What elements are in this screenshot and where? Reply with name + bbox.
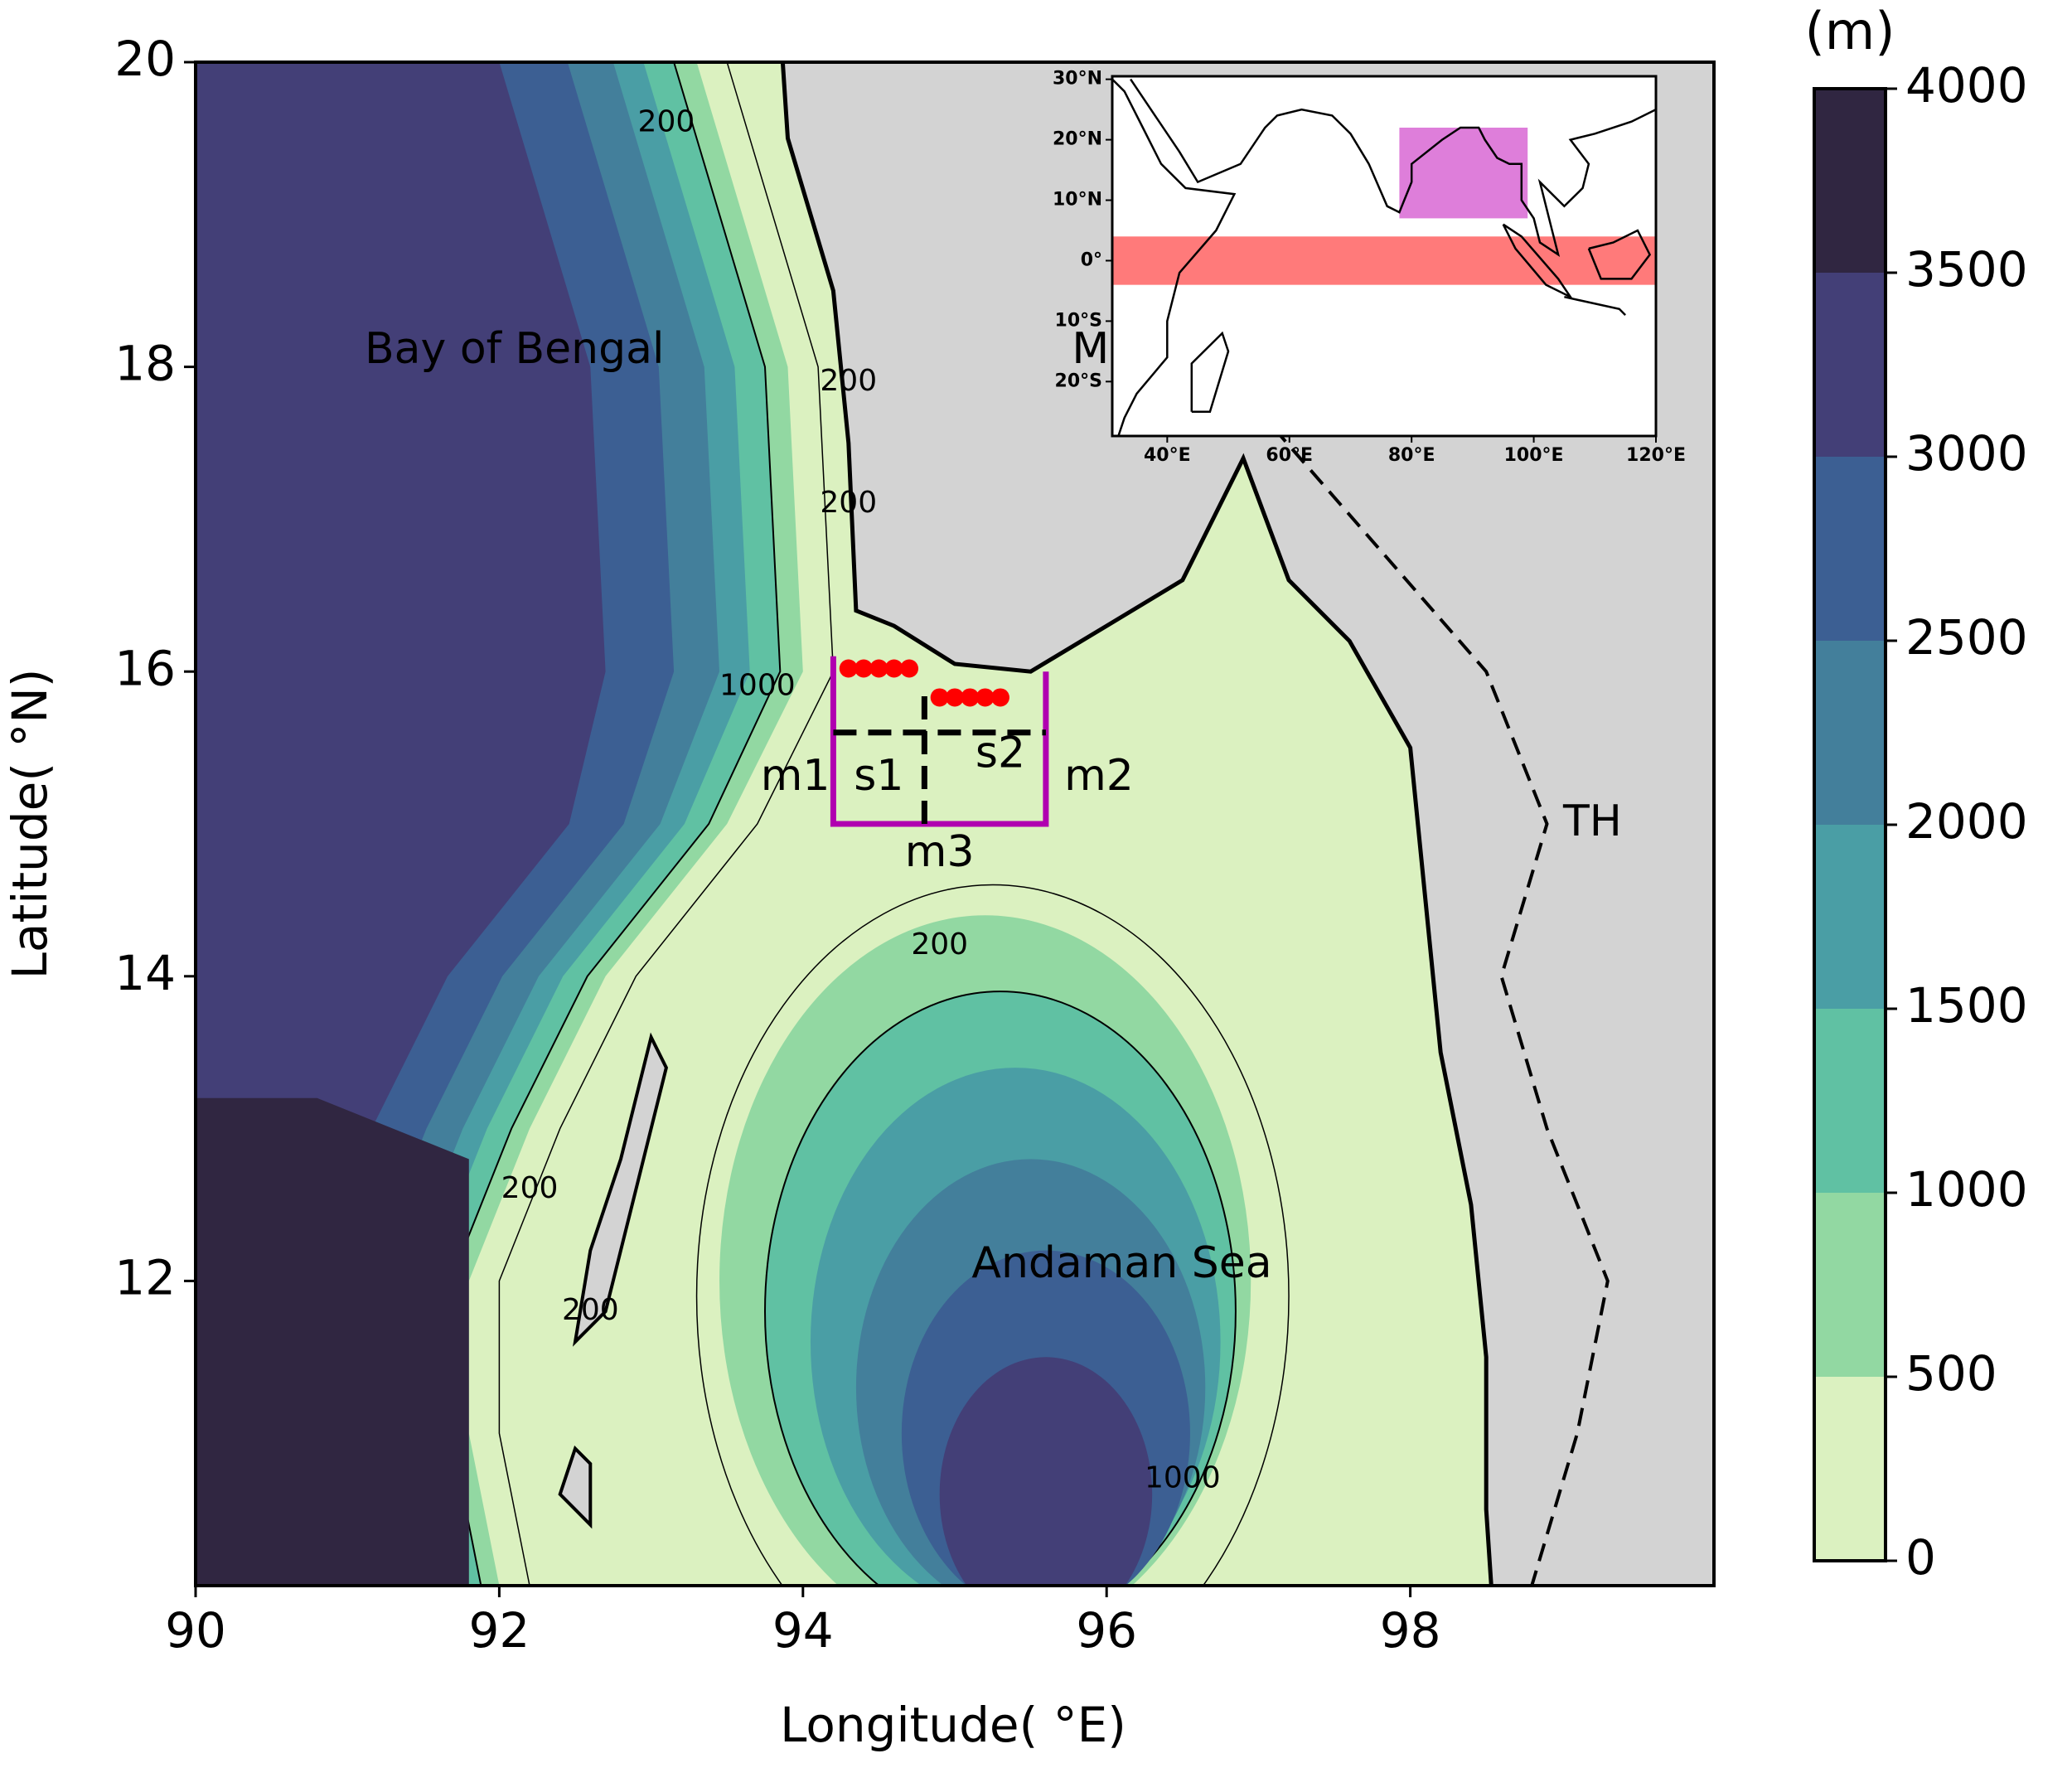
box-label: m3 (905, 827, 975, 877)
inset-region (1112, 236, 1656, 285)
colorbar-band (1814, 641, 1886, 825)
colorbar-band (1814, 1009, 1886, 1193)
inset-x-tick-label: 60°E (1266, 445, 1313, 466)
colorbar-tick-label: 3000 (1905, 425, 2028, 482)
contour-label: 200 (638, 105, 695, 139)
colorbar-tick-label: 0 (1905, 1529, 1936, 1586)
inset-x-tick-label: 100°E (1504, 445, 1564, 466)
colorbar-band (1814, 273, 1886, 457)
station (884, 659, 903, 678)
colorbar-tick-label: 2000 (1905, 793, 2028, 850)
colorbar-tick-label: 4000 (1905, 57, 2028, 114)
colorbar-tick-label: 3500 (1905, 241, 2028, 298)
x-tick-label: 96 (1076, 1602, 1137, 1659)
inset-map (1112, 78, 1656, 436)
y-tick-label: 20 (114, 31, 176, 87)
contour-label: 1000 (719, 669, 796, 703)
border (1272, 426, 1610, 1586)
contour-label: 200 (562, 1293, 619, 1327)
inset-region (1399, 128, 1528, 219)
island (573, 1032, 669, 1347)
station (975, 688, 995, 707)
station (946, 688, 964, 707)
x-tick-label: 98 (1380, 1602, 1441, 1659)
box-label: s1 (854, 751, 903, 801)
depth-band (196, 1097, 469, 1586)
contour-label: 1000 (1145, 1460, 1221, 1494)
contour-label: 200 (820, 486, 877, 520)
box-label: m2 (1064, 751, 1134, 801)
inset-y-tick-label: 10°N (1053, 190, 1102, 211)
x-axis-label: Longitude( °E) (780, 1697, 1126, 1753)
depth-band (939, 1357, 1153, 1586)
box-label: m1 (761, 751, 830, 801)
x-tick-label: 90 (165, 1602, 226, 1659)
station (990, 688, 1009, 707)
colorbar-tick-label: 2500 (1905, 609, 2028, 666)
colorbar-band (1814, 825, 1886, 1009)
inset-coastline (1130, 78, 1656, 258)
inset-coastline (1564, 295, 1626, 316)
x-tick-label: 94 (772, 1602, 834, 1659)
inset-y-tick-label: 20°N (1053, 129, 1102, 150)
island (558, 1445, 593, 1529)
station (961, 688, 980, 707)
inset-y-tick-label: 30°N (1053, 69, 1102, 90)
station (869, 659, 888, 678)
station (900, 659, 919, 678)
colorbar-tick-label: 1000 (1905, 1161, 2028, 1218)
y-tick-label: 12 (114, 1250, 176, 1306)
inset-coastline (1112, 78, 1237, 436)
region-box (830, 656, 1049, 827)
inset-x-tick-label: 120°E (1626, 445, 1686, 466)
x-tick-label: 92 (468, 1602, 530, 1659)
inset-coastline (1502, 223, 1574, 300)
place-label: TH (1562, 797, 1622, 846)
station (854, 659, 874, 678)
plot-frame (194, 61, 1716, 1587)
colorbar-tick-label: 1500 (1905, 977, 2028, 1034)
inset-frame (1111, 75, 1658, 438)
colorbar-band (1814, 89, 1886, 273)
colorbar-label: (m) (1805, 1, 1895, 61)
contour-label: 200 (501, 1171, 559, 1205)
colorbar-band (1814, 1193, 1886, 1377)
contour-line (498, 62, 835, 1586)
y-tick-label: 14 (114, 945, 176, 1001)
inset-y-tick-label: 10°S (1055, 310, 1102, 331)
box-label: s2 (975, 728, 1025, 777)
station (930, 688, 949, 707)
inset-x-tick-label: 40°E (1144, 445, 1191, 466)
colorbar-band (1814, 457, 1886, 641)
inset-y-tick-label: 0° (1081, 249, 1102, 270)
contour-line (695, 884, 1290, 1586)
colorbar-band (1814, 1377, 1886, 1561)
y-tick-label: 16 (114, 640, 176, 696)
inset-coastline (1587, 229, 1652, 280)
inset-y-tick-label: 20°S (1055, 371, 1102, 391)
colorbar-tick-label: 500 (1905, 1345, 1997, 1402)
place-label: Andaman Sea (971, 1238, 1271, 1288)
y-axis-label: Latitude( °N) (2, 669, 58, 980)
inset-coastline (1190, 331, 1230, 414)
station (839, 659, 858, 678)
place-label: Bay of Bengal (365, 324, 664, 374)
y-tick-label: 18 (114, 336, 176, 392)
inset-x-tick-label: 80°E (1388, 445, 1435, 466)
contour-label: 200 (820, 364, 877, 398)
contour-label: 200 (911, 928, 968, 962)
